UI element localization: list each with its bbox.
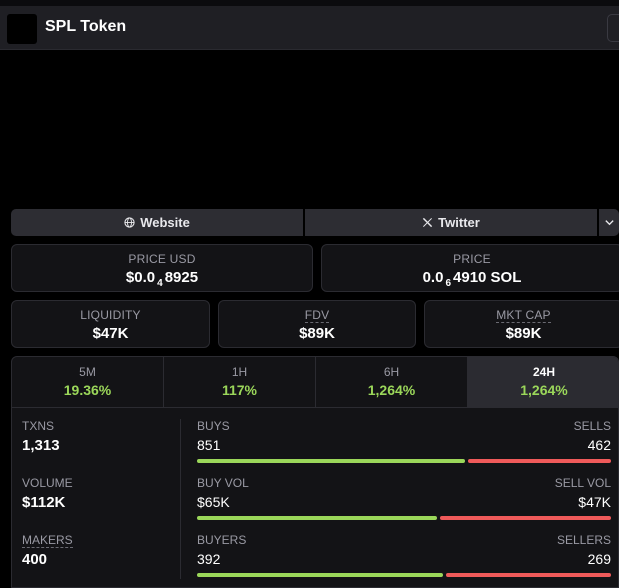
txns-metric: TXNS 1,313: [22, 419, 172, 454]
txns-label: TXNS: [22, 419, 55, 433]
timeframe-tabs: 5M 19.36% 1H 117% 6H 1,264% 24H 1,264%: [12, 357, 618, 408]
tab-5m-change: 19.36%: [63, 382, 112, 398]
sell-vol-value: $47K: [578, 494, 611, 510]
x-logo-icon: [423, 217, 433, 228]
sells-value: 462: [587, 437, 611, 453]
volume-label: VOLUME: [22, 476, 73, 490]
buyers-label: BUYERS: [197, 533, 247, 547]
price-sol-prefix: 0.0: [422, 269, 444, 286]
tab-24h-label: 24H: [532, 365, 555, 379]
token-banner: [0, 51, 619, 209]
volume-value: $112K: [22, 494, 66, 511]
twitter-label: Twitter: [438, 215, 480, 230]
sell-vol-bar: [440, 516, 611, 520]
tab-5m-label: 5M: [79, 365, 96, 379]
liquidity-card: LIQUIDITY $47K: [11, 300, 210, 348]
column-divider: [180, 419, 181, 579]
sells-label: SELLS: [573, 419, 611, 433]
tab-24h[interactable]: 24H 1,264%: [468, 357, 618, 407]
buyers-sellers-row: BUYERS SELLERS 392 269: [197, 533, 611, 583]
tab-6h[interactable]: 6H 1,264%: [316, 357, 468, 407]
price-sol-label: PRICE: [453, 252, 491, 266]
sell-vol-label: SELL VOL: [554, 476, 611, 490]
tab-6h-label: 6H: [383, 365, 400, 379]
price-usd-card: PRICE USD $0.0 4 8925: [11, 244, 313, 292]
mkt-cap-card: MKT CAP $89K: [424, 300, 619, 348]
mkt-cap-label: MKT CAP: [496, 308, 551, 323]
token-info-panel: Website Twitter PRICE USD $0.0 4 8925 PRIC…: [11, 209, 619, 588]
volume-metric: VOLUME $112K: [22, 476, 172, 511]
tab-5m[interactable]: 5M 19.36%: [12, 357, 164, 407]
price-usd-label: PRICE USD: [128, 252, 196, 266]
chevron-down-icon: [604, 220, 614, 226]
website-button[interactable]: Website: [11, 209, 303, 236]
price-sol-digits: 4910 SOL: [453, 269, 522, 286]
tab-24h-change: 1,264%: [520, 382, 568, 398]
price-usd-prefix: $0.0: [125, 269, 156, 286]
tab-6h-change: 1,264%: [367, 382, 416, 398]
header-action-button[interactable]: [607, 14, 619, 42]
tab-1h[interactable]: 1H 117%: [164, 357, 316, 407]
twitter-button[interactable]: Twitter: [305, 209, 597, 236]
globe-icon: [124, 217, 135, 228]
buy-sell-volume-row: BUY VOL SELL VOL $65K $47K: [197, 476, 611, 526]
buyers-sellers-bar: [197, 573, 611, 577]
price-sol-card: PRICE 0.0 6 4910 SOL: [321, 244, 619, 292]
buys-sells-bar: [197, 459, 611, 463]
buyers-value: 392: [197, 551, 221, 567]
liquidity-value: $47K: [92, 325, 129, 342]
price-usd-value: $0.0 4 8925: [12, 269, 312, 289]
price-sol-value: 0.0 6 4910 SOL: [322, 269, 619, 289]
sellers-label: SELLERS: [556, 533, 611, 547]
buyers-bar: [197, 573, 443, 577]
price-sol-zero-count: 6: [445, 278, 452, 289]
sellers-bar: [445, 573, 611, 577]
price-usd-zero-count: 4: [157, 278, 163, 289]
fdv-value: $89K: [299, 325, 335, 342]
links-bar: Website Twitter: [11, 209, 619, 236]
fdv-card: FDV $89K: [218, 300, 416, 348]
mkt-cap-value: $89K: [505, 325, 542, 342]
makers-label: MAKERS: [22, 533, 73, 548]
top-strip: [0, 0, 619, 6]
makers-value: 400: [22, 551, 48, 568]
buys-bar: [197, 459, 466, 463]
buy-vol-value: $65K: [197, 494, 230, 510]
makers-metric: MAKERS 400: [22, 533, 172, 568]
more-links-button[interactable]: [599, 209, 619, 236]
buy-vol-label: BUY VOL: [197, 476, 249, 490]
token-name: SPL Token: [45, 18, 127, 35]
buys-label: BUYS: [197, 419, 230, 433]
sellers-value: 269: [587, 551, 611, 567]
txns-value: 1,313: [22, 437, 60, 454]
sells-bar: [468, 459, 611, 463]
tab-1h-change: 117%: [221, 382, 258, 398]
website-label: Website: [140, 215, 190, 230]
stats-panel: 5M 19.36% 1H 117% 6H 1,264% 24H 1,264% T…: [11, 356, 619, 588]
fdv-label: FDV: [304, 308, 330, 323]
buys-value: 851: [197, 437, 221, 453]
token-logo: [7, 14, 37, 44]
liquidity-label: LIQUIDITY: [80, 308, 141, 322]
token-header: SPL Token: [0, 6, 619, 50]
buy-vol-bar: [197, 516, 438, 520]
buys-sells-row: BUYS SELLS 851 462: [197, 419, 611, 469]
buy-sell-volume-bar: [197, 516, 611, 520]
price-usd-digits: 8925: [164, 269, 199, 286]
tab-1h-label: 1H: [231, 365, 248, 379]
